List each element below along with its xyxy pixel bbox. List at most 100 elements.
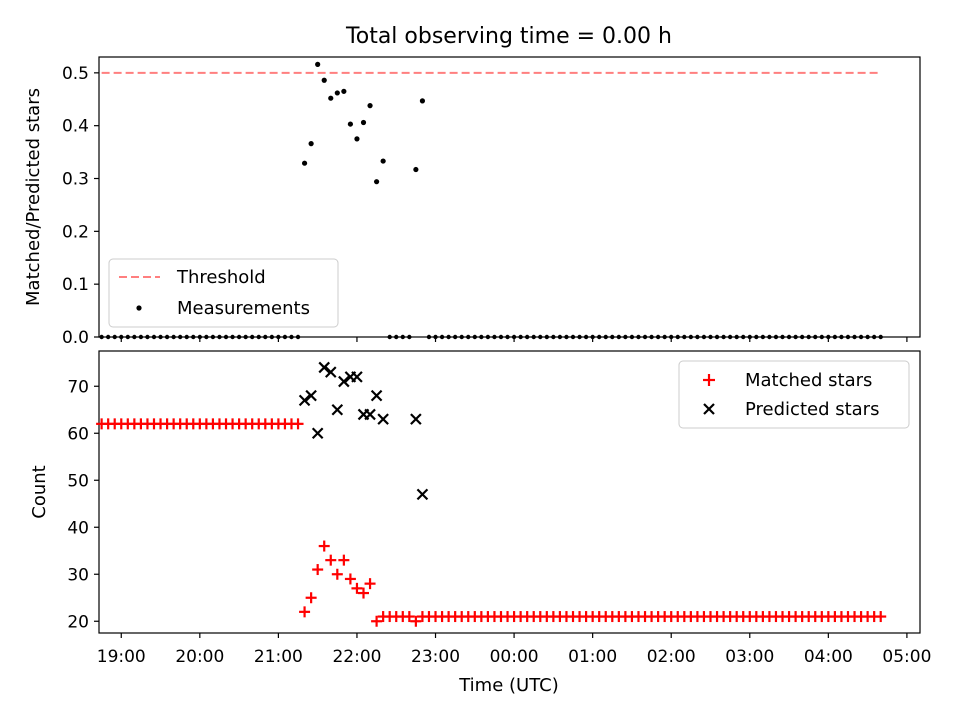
measurement-point — [786, 334, 792, 340]
x-tick-label: 23:00 — [411, 647, 460, 667]
measurement-point — [799, 334, 805, 340]
x-tick-label: 00:00 — [490, 647, 539, 667]
matched-star-point — [371, 615, 383, 627]
predicted-star-point — [331, 403, 344, 416]
measurement-point — [354, 136, 360, 142]
matched-star-point — [875, 611, 887, 623]
matched-star-point — [305, 592, 317, 604]
top-y-tick-label: 0.2 — [62, 222, 89, 242]
matched-star-point — [403, 611, 415, 623]
measurement-point — [629, 334, 635, 340]
predicted-star-point — [351, 371, 363, 383]
measurement-point — [858, 334, 864, 340]
measurement-point — [164, 334, 170, 340]
measurement-point — [492, 334, 497, 340]
measurement-point — [282, 334, 288, 340]
measurement-point — [760, 334, 766, 340]
measurement-point — [217, 334, 222, 340]
measurement-point — [295, 334, 301, 340]
top-legend: Threshold Measurements — [108, 258, 339, 328]
x-tick-label: 02:00 — [647, 647, 696, 667]
bottom-y-tick-label: 20 — [67, 612, 89, 632]
bottom-y-axis-label: Count — [29, 465, 50, 518]
bottom-y-tick-label: 40 — [67, 518, 89, 538]
measurement-point — [400, 334, 405, 340]
measurement-point — [250, 334, 255, 340]
top-y-tick-label: 0.5 — [62, 64, 89, 84]
predicted-star-point — [311, 427, 324, 440]
measurement-point — [662, 334, 667, 340]
measurement-point — [243, 334, 248, 340]
measurement-point — [583, 334, 589, 340]
measurement-point — [479, 334, 484, 340]
predicted-star-stroke — [351, 371, 363, 383]
matched-star-point — [351, 582, 363, 594]
predicted-star-point — [324, 366, 337, 378]
predicted-star-stroke — [311, 427, 324, 440]
matched-star-point — [325, 554, 337, 566]
measurement-point — [557, 334, 563, 340]
predicted-star-stroke — [410, 413, 422, 425]
measurement-point — [125, 334, 131, 340]
measurement-point — [341, 88, 347, 94]
measurement-point — [105, 334, 111, 340]
measurement-point — [138, 334, 144, 340]
predicted-star-point — [370, 389, 383, 402]
x-tick-label: 20:00 — [175, 647, 224, 667]
x-tick-label: 03:00 — [725, 647, 774, 667]
measurement-point — [347, 121, 354, 127]
x-tick-label: 22:00 — [332, 647, 381, 667]
measurement-point — [426, 334, 432, 340]
measurement-point — [466, 334, 471, 340]
measurement-point — [551, 334, 556, 340]
measurement-point — [636, 334, 641, 340]
x-tick-label: 04:00 — [804, 647, 853, 667]
measurement-point — [289, 334, 294, 340]
top-legend-box — [108, 258, 339, 328]
legend-measurements-label: Measurements — [177, 298, 310, 319]
legend-threshold-label: Threshold — [176, 267, 266, 288]
measurement-point — [145, 334, 150, 340]
measurement-point — [596, 334, 602, 340]
measurement-point — [380, 158, 386, 164]
predicted-star-point — [318, 361, 330, 374]
measurement-point — [642, 334, 648, 340]
top-y-tick-label: 0.1 — [62, 275, 89, 295]
measurement-point — [99, 334, 104, 340]
measurement-point — [754, 334, 759, 340]
measurement-point — [832, 334, 838, 340]
matched-star-point — [331, 568, 343, 580]
measurement-point — [498, 334, 504, 340]
measurement-point — [682, 334, 687, 340]
matched-star-point — [312, 564, 324, 576]
top-y-tick-label: 0.3 — [62, 170, 89, 190]
predicted-star-point — [364, 408, 376, 421]
matched-star-point — [344, 573, 356, 585]
top-y-tick-label: 0.4 — [62, 117, 89, 137]
matched-star-point — [358, 587, 370, 599]
predicted-star-stroke — [331, 403, 344, 416]
measurement-point — [112, 334, 117, 340]
measurement-point — [610, 334, 615, 340]
bottom-y-tick-label: 70 — [67, 377, 89, 397]
measurement-point — [505, 334, 510, 340]
predicted-star-point — [338, 375, 350, 388]
measurement-point — [531, 334, 536, 340]
measurement-point — [210, 334, 216, 340]
matched-star-point — [318, 540, 330, 552]
measurement-point — [544, 334, 550, 340]
measurement-point — [328, 95, 334, 101]
measurement-point — [701, 334, 707, 340]
x-tick-label: 21:00 — [254, 647, 303, 667]
predicted-star-stroke — [324, 366, 337, 378]
measurement-point — [819, 334, 824, 340]
measurement-point — [419, 98, 426, 104]
measurement-point — [871, 334, 877, 340]
measurement-point — [439, 334, 445, 340]
measurement-point — [577, 334, 582, 340]
measurement-point — [518, 334, 523, 340]
matched-star-point — [364, 578, 376, 590]
measurement-point — [675, 334, 680, 340]
